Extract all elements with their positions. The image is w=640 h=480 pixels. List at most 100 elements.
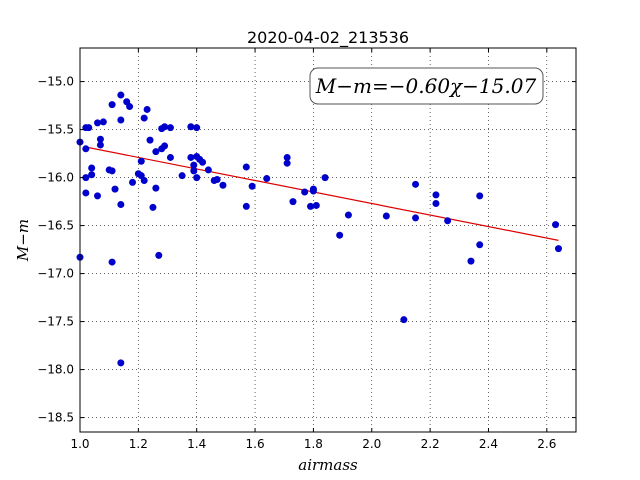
data-point xyxy=(96,141,104,149)
fit-equation-label: M−m=−0.60χ−15.07 xyxy=(315,74,537,98)
data-point xyxy=(400,316,408,324)
data-point xyxy=(99,118,107,126)
data-point xyxy=(140,114,148,122)
x-tick-label: 1.2 xyxy=(129,437,148,451)
x-tick-labels: 1.0 1.2 1.4 1.6 1.8 2.0 2.2 2.4 2.6 xyxy=(70,437,556,451)
data-point xyxy=(94,119,102,127)
data-point xyxy=(336,231,344,239)
data-point xyxy=(467,257,475,265)
data-point xyxy=(82,174,90,182)
data-point xyxy=(85,124,93,132)
data-point xyxy=(149,203,157,211)
data-point xyxy=(117,91,125,99)
data-point xyxy=(432,200,440,208)
data-point xyxy=(190,167,198,175)
data-point xyxy=(117,200,125,208)
chart-title: 2020-04-02_213536 xyxy=(247,28,409,48)
data-point xyxy=(117,116,125,124)
data-point xyxy=(82,145,90,153)
data-point xyxy=(111,185,119,193)
data-point xyxy=(242,202,250,210)
data-point xyxy=(204,166,212,174)
data-point xyxy=(306,202,314,210)
data-point xyxy=(152,148,160,156)
data-point xyxy=(199,158,207,166)
data-point xyxy=(140,176,148,184)
y-tick-label: −15.0 xyxy=(37,75,74,89)
data-point xyxy=(248,182,256,190)
x-tick-label: 2.6 xyxy=(537,437,556,451)
data-point xyxy=(242,163,250,171)
annotation-frame xyxy=(309,67,544,105)
data-point xyxy=(289,198,297,206)
x-tick-label: 2.0 xyxy=(362,437,381,451)
data-point xyxy=(344,211,352,219)
data-point xyxy=(82,189,90,197)
data-point xyxy=(108,167,116,175)
data-point xyxy=(552,221,560,229)
data-point xyxy=(213,176,221,184)
data-point xyxy=(432,191,440,199)
data-point xyxy=(126,103,134,111)
data-point xyxy=(190,161,198,169)
data-point xyxy=(166,124,174,132)
data-point xyxy=(166,153,174,161)
data-point xyxy=(412,180,420,188)
data-point xyxy=(187,123,195,131)
data-point xyxy=(444,217,452,225)
data-point xyxy=(152,184,160,192)
y-tick-label: −16.0 xyxy=(37,171,74,185)
data-point xyxy=(108,258,116,266)
y-tick-label: −17.5 xyxy=(37,315,74,329)
data-points xyxy=(76,91,562,367)
data-point xyxy=(263,175,271,183)
data-point xyxy=(117,359,125,367)
data-point xyxy=(143,105,151,113)
data-point xyxy=(129,178,137,186)
y-tick-label: −17.0 xyxy=(37,267,74,281)
y-tick-label: −16.5 xyxy=(37,219,74,233)
data-point xyxy=(312,201,320,209)
plot-frame xyxy=(79,47,577,433)
data-point xyxy=(96,135,104,143)
y-tick-labels: −15.0 −15.5 −16.0 −16.5 −17.0 −17.5 −18.0 −18.5 xyxy=(37,75,74,425)
data-point xyxy=(108,101,116,109)
data-point xyxy=(283,153,291,161)
data-point xyxy=(321,174,329,182)
data-point xyxy=(476,241,484,249)
data-point xyxy=(137,157,145,165)
y-tick-label: −18.0 xyxy=(37,363,74,377)
data-point xyxy=(155,251,163,259)
fit-line-layer xyxy=(88,147,559,241)
x-tick-label: 2.2 xyxy=(421,437,440,451)
data-point xyxy=(187,153,195,161)
data-point xyxy=(219,181,227,189)
y-axis-label: M−m xyxy=(14,219,32,262)
fit-line xyxy=(88,147,559,241)
data-point xyxy=(88,171,96,179)
data-point xyxy=(476,192,484,200)
x-tick-label: 2.4 xyxy=(479,437,498,451)
data-point xyxy=(178,172,186,180)
data-point xyxy=(193,124,201,132)
data-point xyxy=(94,192,102,200)
data-point xyxy=(161,142,169,150)
data-point xyxy=(554,245,562,253)
data-point xyxy=(283,159,291,167)
data-point xyxy=(309,187,317,195)
x-tick-label: 1.6 xyxy=(246,437,265,451)
data-point xyxy=(88,164,96,172)
data-point xyxy=(193,174,201,182)
y-tick-label: −15.5 xyxy=(37,123,74,137)
data-point xyxy=(146,136,154,144)
x-tick-label: 1.8 xyxy=(304,437,323,451)
data-point xyxy=(382,212,390,220)
data-point xyxy=(161,123,169,131)
axis-ticks xyxy=(79,48,576,432)
x-axis-label: airmass xyxy=(298,456,358,474)
y-tick-label: −18.5 xyxy=(37,411,74,425)
data-point xyxy=(301,188,309,196)
data-point xyxy=(412,214,420,222)
fit-annotation-box: M−m=−0.60χ−15.07 xyxy=(309,67,544,105)
